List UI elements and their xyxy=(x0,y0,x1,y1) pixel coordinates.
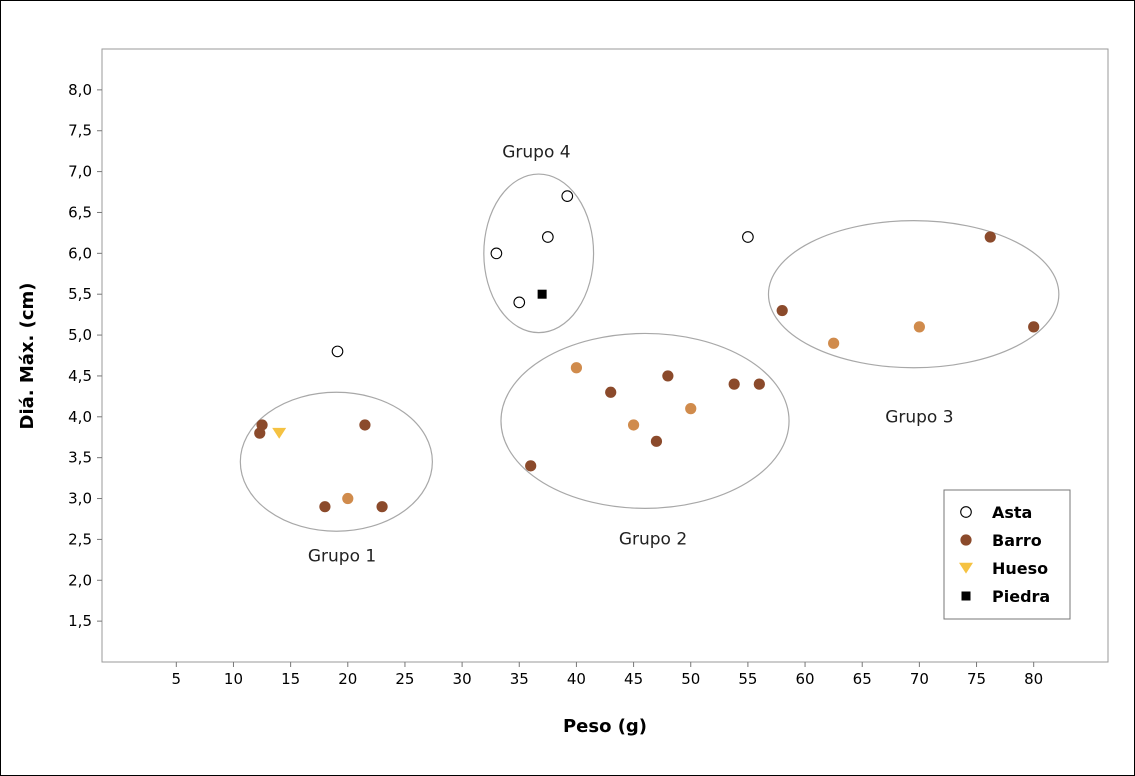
y-tick-label: 8,0 xyxy=(68,81,92,99)
x-tick-label: 60 xyxy=(796,670,815,688)
y-axis-title: Diá. Máx. (cm) xyxy=(17,282,38,429)
x-tick-label: 65 xyxy=(853,670,872,688)
y-tick-label: 3,5 xyxy=(68,449,92,467)
y-tick-label: 6,5 xyxy=(68,203,92,221)
data-point-barro xyxy=(662,370,674,382)
y-tick-label: 1,5 xyxy=(68,612,92,630)
x-tick-label: 5 xyxy=(172,670,182,688)
group-label: Grupo 2 xyxy=(619,529,687,549)
data-point-barro xyxy=(256,419,268,431)
legend-label-barro: Barro xyxy=(992,531,1042,550)
y-tick-label: 2,5 xyxy=(68,530,92,548)
x-tick-label: 45 xyxy=(624,670,643,688)
x-tick-label: 20 xyxy=(338,670,357,688)
legend-label-asta: Asta xyxy=(992,503,1032,522)
data-point-barro-light xyxy=(913,321,925,333)
data-point-asta xyxy=(742,231,754,243)
data-point-piedra xyxy=(537,289,547,299)
x-tick-label: 25 xyxy=(395,670,414,688)
data-point-barro xyxy=(776,304,788,317)
y-tick-label: 7,5 xyxy=(68,122,92,140)
y-tick-label: 3,0 xyxy=(68,490,92,508)
y-axis-ticks: 1,5 2,0 2,5 3,0 3,5 4,0 4,5 5,0 5,5 6,0 6,5 7,0 7,5 8… xyxy=(68,81,102,630)
x-axis-ticks: 5 10 15 20 25 30 35 40 45 50 55 60 65 70 75 80 xyxy=(172,662,1043,688)
legend-marker-barro xyxy=(960,534,972,546)
data-point-barro xyxy=(359,419,371,431)
x-tick-label: 70 xyxy=(910,670,929,688)
x-tick-label: 55 xyxy=(738,670,757,688)
plot-area xyxy=(101,48,1109,663)
data-point-barro xyxy=(525,460,537,472)
x-axis-title: Peso (g) xyxy=(563,716,647,737)
data-point-asta xyxy=(513,296,526,309)
x-tick-label: 10 xyxy=(224,670,243,688)
y-tick-label: 4,0 xyxy=(68,408,92,426)
data-point-hueso xyxy=(272,427,287,439)
y-tick-label: 5,5 xyxy=(68,285,92,303)
data-point-asta xyxy=(541,231,554,243)
data-points xyxy=(254,190,1040,513)
group-label: Grupo 4 xyxy=(502,143,570,163)
data-point-barro-light xyxy=(627,419,640,431)
legend-marker-asta xyxy=(960,506,972,518)
group-ellipse-4 xyxy=(483,173,595,334)
data-point-barro-light xyxy=(342,492,354,505)
data-point-barro xyxy=(984,231,996,243)
group-ellipse-3 xyxy=(767,220,1060,369)
group-label: Grupo 1 xyxy=(308,546,376,566)
legend-label-piedra: Piedra xyxy=(992,587,1050,606)
x-tick-label: 40 xyxy=(567,670,586,688)
data-point-barro xyxy=(650,435,663,447)
data-point-asta xyxy=(490,247,503,260)
legend: Asta Barro Hueso Piedra xyxy=(943,489,1071,620)
x-tick-label: 75 xyxy=(967,670,986,688)
group-ellipses: Grupo 1 Grupo 2 Grupo 3 Grupo 4 xyxy=(239,143,1060,566)
data-point-barro-light xyxy=(828,337,840,349)
data-point-barro xyxy=(319,501,331,513)
y-tick-label: 6,0 xyxy=(68,244,92,262)
data-point-barro xyxy=(376,501,388,513)
x-tick-label: 80 xyxy=(1024,670,1043,688)
group-ellipse-1 xyxy=(239,391,433,532)
data-point-barro-light xyxy=(570,362,583,374)
x-tick-label: 50 xyxy=(681,670,700,688)
data-point-asta xyxy=(331,345,344,358)
group-label: Grupo 3 xyxy=(885,408,953,428)
y-tick-label: 5,0 xyxy=(68,326,92,344)
x-tick-label: 30 xyxy=(453,670,472,688)
data-point-asta xyxy=(561,190,574,202)
y-tick-label: 4,5 xyxy=(68,367,92,385)
data-point-barro xyxy=(1028,321,1040,333)
data-point-barro xyxy=(728,378,740,390)
data-point-barro xyxy=(605,386,617,398)
x-tick-label: 15 xyxy=(281,670,300,688)
data-point-barro-light xyxy=(685,403,697,415)
legend-label-hueso: Hueso xyxy=(992,559,1048,578)
legend-marker-piedra xyxy=(961,591,971,601)
x-tick-label: 35 xyxy=(510,670,529,688)
y-tick-label: 2,0 xyxy=(68,571,92,589)
legend-marker-hueso xyxy=(959,562,973,574)
data-point-barro xyxy=(753,378,765,390)
y-tick-label: 7,0 xyxy=(68,163,92,181)
group-ellipse-2 xyxy=(500,332,790,509)
